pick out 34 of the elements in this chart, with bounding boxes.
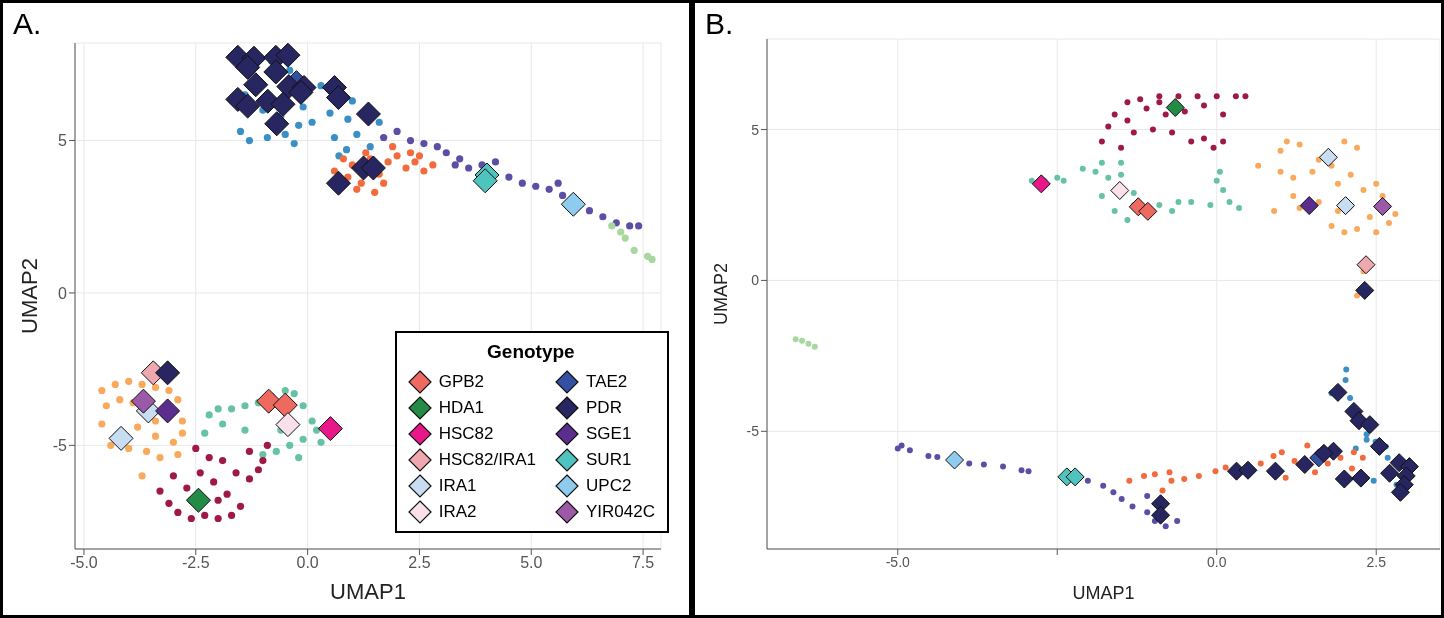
legend-label: GPB2	[438, 372, 485, 392]
x-tick-label: 5.0	[520, 554, 543, 572]
text: B.	[705, 7, 734, 41]
y-axis-title: UMAP2	[16, 258, 42, 334]
x-tick-label: -5.0	[885, 553, 911, 570]
x-tick-label: 7.5	[631, 554, 655, 572]
legend-label: HDA1	[438, 398, 485, 418]
y-tick-label: 0	[58, 284, 68, 302]
x-tick-label: -2.5	[181, 554, 210, 572]
legend-label: UPC2	[586, 476, 632, 496]
x-axis-title: UMAP1	[330, 579, 406, 604]
y-tick-label: -5	[746, 423, 760, 440]
y-axis-title: UMAP2	[711, 262, 732, 326]
y-tick-label: 5	[751, 121, 760, 138]
x-tick-label: -5.0	[70, 554, 98, 572]
x-axis-title: UMAP1	[1072, 583, 1135, 603]
y-tick-label: 0	[751, 272, 760, 289]
legend-label: IRA2	[438, 502, 477, 522]
x-tick-label: 2.5	[1366, 553, 1387, 570]
y-tick-label: -5	[52, 437, 68, 455]
x-tick-label: 2.5	[408, 554, 431, 572]
legend-label: YIR042C	[586, 502, 655, 522]
legend-title: Genotype	[486, 341, 576, 363]
legend-label: SUR1	[586, 450, 632, 470]
legend-label: IRA1	[438, 476, 477, 496]
legend-label: HSC82/IRA1	[438, 450, 537, 470]
legend-label: PDR	[586, 398, 622, 418]
y-tick-label: 5	[58, 132, 68, 150]
legend-label: SGE1	[586, 424, 632, 444]
legend-label: HSC82	[438, 424, 494, 444]
legend-label: TAE2	[586, 372, 628, 392]
x-tick-label: 0.0	[296, 554, 319, 572]
text: A.	[13, 7, 42, 41]
x-tick-label: 0.0	[1207, 553, 1227, 570]
